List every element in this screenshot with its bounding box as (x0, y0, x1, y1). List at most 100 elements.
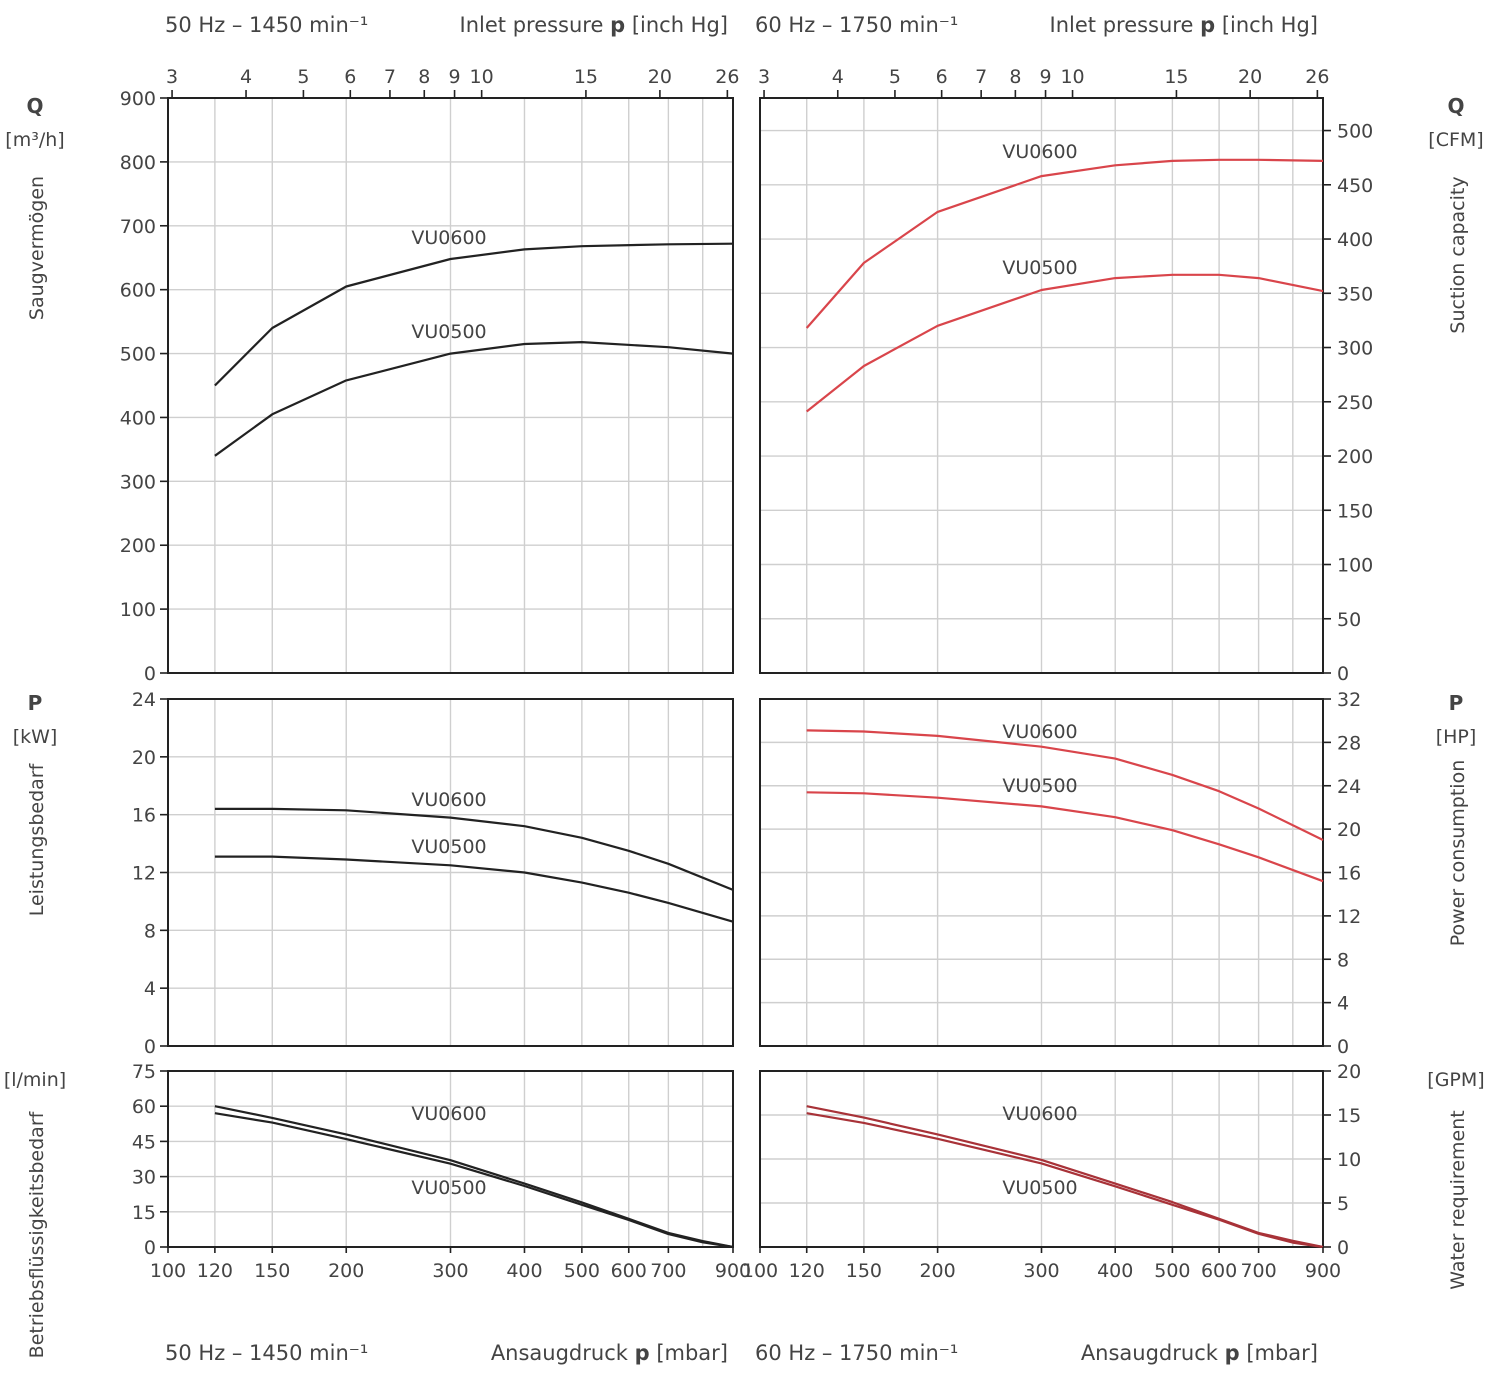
series-line-vu0500 (806, 273, 1324, 413)
x-tick-label-inhg: 3 (758, 66, 770, 88)
series-label-vu0600: VU0600 (1002, 721, 1077, 743)
y-tick-label: 12 (132, 863, 156, 885)
y-tick-label: 20 (1337, 819, 1361, 841)
top-right-frequency: 60 Hz – 1750 min⁻¹ (755, 13, 958, 37)
y-tick-label: 5 (1337, 1193, 1349, 1215)
x-tick-label-inhg: 5 (297, 66, 309, 88)
x-tick-label-mbar: 150 (254, 1260, 290, 1282)
y-tick-label: 28 (1337, 732, 1361, 754)
series-line-vu0500 (214, 341, 734, 457)
x-tick-label-inhg: 9 (449, 66, 461, 88)
y-tick-label: 24 (1337, 776, 1361, 798)
bottom-left-axis-title: Ansaugdruck p [mbar] (491, 1341, 728, 1365)
series-label-vu0600: VU0600 (411, 789, 486, 811)
y-tick-label: 30 (132, 1167, 156, 1189)
left-p-symbol: P (28, 691, 43, 715)
left-w-unit: [l/min] (4, 1069, 66, 1091)
right-q-name: Suction capacity (1447, 176, 1469, 333)
y-tick-label: 150 (1337, 500, 1373, 522)
y-tick-label: 50 (1337, 609, 1361, 631)
y-tick-label: 16 (1337, 863, 1361, 885)
series-line-vu0600 (214, 1105, 734, 1249)
x-tick-label-inhg: 3 (166, 66, 178, 88)
y-tick-label: 75 (132, 1061, 156, 1083)
y-tick-label: 0 (144, 663, 156, 685)
top-left-frequency: 50 Hz – 1450 min⁻¹ (165, 13, 368, 37)
x-tick-label-mbar: 700 (1240, 1260, 1276, 1282)
x-tick-label-mbar: 400 (506, 1260, 542, 1282)
y-tick-label: 20 (1337, 1061, 1361, 1083)
y-tick-label: 32 (1337, 689, 1361, 711)
y-tick-label: 24 (132, 689, 156, 711)
series-label-vu0500: VU0500 (411, 1177, 486, 1199)
x-tick-label-mbar: 900 (1305, 1260, 1341, 1282)
y-tick-label: 12 (1337, 906, 1361, 928)
bottom-right-frequency: 60 Hz – 1750 min⁻¹ (755, 1341, 958, 1365)
series-label-vu0500: VU0500 (1002, 257, 1077, 279)
x-tick-label-mbar: 900 (715, 1260, 751, 1282)
panel-left-p: 0 4 8 12 16 20 24 VU0600 VU0500 (132, 689, 734, 1058)
right-q-symbol: Q (1447, 94, 1464, 118)
x-tick-label-inhg: 10 (470, 66, 494, 88)
y-tick-label: 0 (1337, 1036, 1349, 1058)
series-label-vu0600: VU0600 (1002, 1103, 1077, 1125)
panel-right-q: 0 50 100 150 200 250 300 350 400 450 500 VU0600 VU05… (759, 97, 1373, 685)
y-tick-label: 10 (1337, 1149, 1361, 1171)
x-tick-label-mbar: 200 (328, 1260, 364, 1282)
y-tick-label: 500 (1337, 121, 1373, 143)
left-w-name: Betriebsflüssigkeitsbedarf (26, 1110, 48, 1358)
y-tick-label: 100 (1337, 555, 1373, 577)
x-tick-label-inhg: 20 (1238, 66, 1262, 88)
x-tick-label-mbar: 600 (611, 1260, 647, 1282)
series-label-vu0600: VU0600 (411, 1103, 486, 1125)
y-tick-label: 600 (120, 280, 156, 302)
y-tick-label: 700 (120, 216, 156, 238)
right-p-symbol: P (1449, 691, 1464, 715)
bottom-right-axis-title: Ansaugdruck p [mbar] (1081, 1341, 1318, 1365)
y-tick-label: 200 (1337, 446, 1373, 468)
series-line-vu0500 (806, 791, 1324, 883)
x-tick-label-inhg: 15 (574, 66, 598, 88)
series-label-vu0500: VU0500 (1002, 775, 1077, 797)
x-tick-label-mbar: 120 (197, 1260, 233, 1282)
series-label-vu0600: VU0600 (1002, 141, 1077, 163)
series-line-vu0600 (806, 1105, 1324, 1249)
x-tick-label-mbar: 150 (846, 1260, 882, 1282)
series-line-vu0500 (214, 855, 734, 923)
x-tick-label-inhg: 6 (344, 66, 356, 88)
x-tick-label-inhg: 26 (1305, 66, 1329, 88)
y-tick-label: 0 (1337, 663, 1349, 685)
x-tick-label-mbar: 100 (150, 1260, 186, 1282)
x-tick-label-inhg: 20 (648, 66, 672, 88)
plot-frame (167, 97, 734, 674)
x-tick-label-inhg: 15 (1164, 66, 1188, 88)
x-tick-label-mbar: 400 (1097, 1260, 1133, 1282)
x-tick-label-mbar: 600 (1201, 1260, 1237, 1282)
left-q-unit: [m³/h] (5, 129, 64, 151)
bottom-left-frequency: 50 Hz – 1450 min⁻¹ (165, 1341, 368, 1365)
panel-left-w: 0 15 30 45 60 75 VU0600 VU0500 (132, 1061, 734, 1259)
x-tick-label-mbar: 700 (650, 1260, 686, 1282)
top-right-axis-title: Inlet pressure p [inch Hg] (1050, 13, 1318, 37)
y-tick-label: 400 (120, 407, 156, 429)
panel-right-w: 0 5 10 15 20 VU0600 VU0500 (759, 1061, 1361, 1259)
left-p-name: Leistungsbedarf (26, 762, 48, 916)
y-tick-label: 300 (120, 471, 156, 493)
y-tick-label: 0 (144, 1237, 156, 1259)
x-tick-label-inhg: 5 (889, 66, 901, 88)
series-line-vu0500 (214, 1112, 734, 1249)
x-tick-label-mbar: 300 (432, 1260, 468, 1282)
panel-left-q: 0 100 200 300 400 500 600 700 800 900 VU0600 VU0500 (120, 88, 734, 685)
x-tick-label-inhg: 7 (384, 66, 396, 88)
y-tick-label: 100 (120, 599, 156, 621)
y-tick-label: 400 (1337, 229, 1373, 251)
right-w-unit: [GPM] (1427, 1069, 1484, 1091)
x-tick-label-inhg: 10 (1060, 66, 1084, 88)
right-w-name: Water requirement (1447, 1110, 1469, 1289)
x-tick-label-mbar: 500 (564, 1260, 600, 1282)
y-tick-label: 15 (1337, 1105, 1361, 1127)
x-tick-label-inhg: 9 (1039, 66, 1051, 88)
x-tick-label-mbar: 100 (742, 1260, 778, 1282)
y-tick-label: 16 (132, 805, 156, 827)
series-label-vu0600: VU0600 (411, 227, 486, 249)
